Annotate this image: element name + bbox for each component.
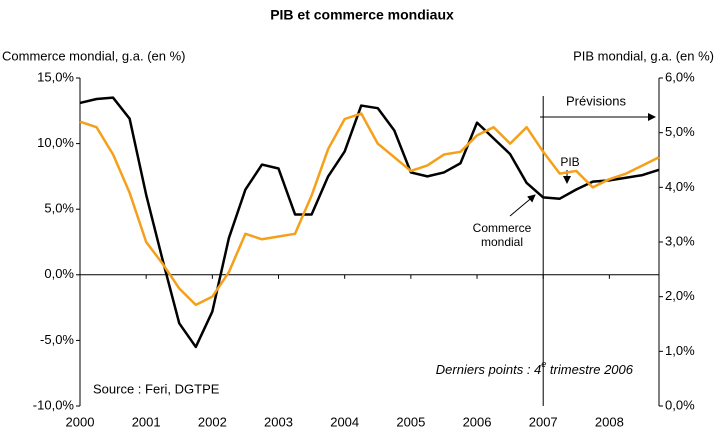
y2-axis-label: PIB mondial, g.a. (en %) xyxy=(573,48,714,63)
series-line xyxy=(79,112,660,307)
source-note: Source : Feri, DGTPE xyxy=(93,381,220,396)
series-line xyxy=(79,96,660,349)
x-tick-label: 2003 xyxy=(264,414,293,429)
y2-tick-label: 2,0% xyxy=(665,288,695,303)
x-tick-label: 2007 xyxy=(529,414,558,429)
x-tick-label: 2004 xyxy=(330,414,359,429)
last-points-note: Derniers points : 4e trimestre 2006 xyxy=(436,359,634,377)
y-tick-label: -5,0% xyxy=(40,332,74,347)
y-tick-label: 0,0% xyxy=(44,266,74,281)
y2-tick-label: 1,0% xyxy=(665,343,695,358)
y-tick-label: 10,0% xyxy=(37,135,74,150)
y2-tick-label: 5,0% xyxy=(665,124,695,139)
commerce-arrow xyxy=(509,194,536,217)
commerce-label: Commerce xyxy=(473,221,532,235)
note-superscript: e xyxy=(541,359,546,369)
y-tick-label: 15,0% xyxy=(37,69,74,84)
commerce-label: mondial xyxy=(481,235,523,249)
x-tick-label: 2001 xyxy=(132,414,161,429)
note-part: trimestre 2006 xyxy=(546,362,633,377)
chart-title: PIB et commerce mondiaux xyxy=(270,7,454,23)
pib-label: PIB xyxy=(560,155,579,169)
forecast-label: Prévisions xyxy=(566,93,626,108)
x-tick-label: 2005 xyxy=(396,414,425,429)
x-tick-label: 2006 xyxy=(463,414,492,429)
x-tick-label: 2002 xyxy=(198,414,227,429)
y-axis-label: Commerce mondial, g.a. (en %) xyxy=(2,48,186,63)
y2-tick-label: 3,0% xyxy=(665,233,695,248)
y2-tick-label: 4,0% xyxy=(665,179,695,194)
y2-tick-label: 0,0% xyxy=(665,397,695,412)
y2-tick-label: 6,0% xyxy=(665,69,695,84)
y-tick-label: 5,0% xyxy=(44,201,74,216)
note-part: Derniers points : 4 xyxy=(436,362,542,377)
x-tick-label: 2000 xyxy=(66,414,95,429)
x-tick-label: 2008 xyxy=(595,414,624,429)
y-tick-label: -10,0% xyxy=(33,397,75,412)
